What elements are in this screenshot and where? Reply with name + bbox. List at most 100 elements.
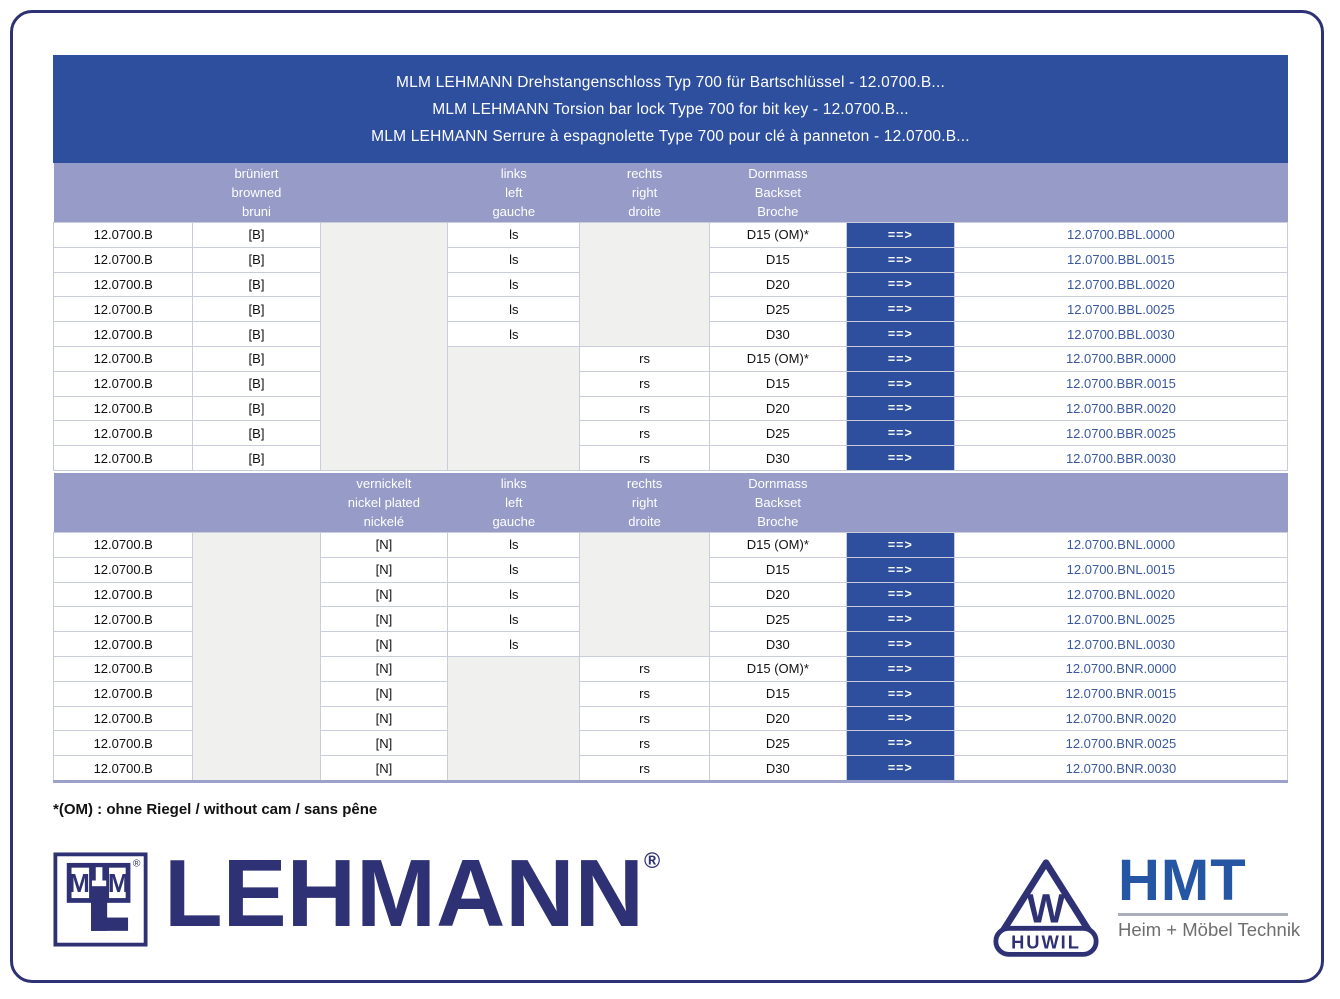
hmt-tagline: Heim + Möbel Technik bbox=[1118, 919, 1301, 940]
spacer-cell bbox=[579, 222, 710, 347]
huwil-logo-icon: W HUWIL bbox=[993, 859, 1099, 957]
result-code-cell: 12.0700.BNL.0025 bbox=[953, 606, 1289, 633]
result-code-cell: 12.0700.BNL.0000 bbox=[953, 531, 1289, 558]
links-column-header: links left gauche bbox=[447, 163, 580, 223]
backset-cell: D25 bbox=[708, 296, 847, 323]
arrow-cell: ==> bbox=[845, 222, 955, 248]
partner-logos: W HUWIL HMT Heim + Möbel Technik bbox=[988, 852, 1301, 964]
result-code-cell: 12.0700.BBR.0030 bbox=[953, 445, 1289, 471]
side-right-cell: rs bbox=[579, 755, 710, 782]
result-code-cell: 12.0700.BBL.0015 bbox=[953, 246, 1289, 273]
article-base-cell: 12.0700.B bbox=[52, 680, 194, 707]
column-header-row: vernickelt nickel plated nickelé links l… bbox=[53, 472, 1288, 533]
side-left-cell: ls bbox=[447, 581, 581, 608]
backset-column-header: Dornmass Backset Broche bbox=[709, 163, 847, 223]
result-code-cell: 12.0700.BNR.0030 bbox=[953, 755, 1289, 782]
backset-cell: D30 bbox=[708, 445, 847, 471]
side-left-cell: ls bbox=[447, 321, 581, 347]
article-base-cell: 12.0700.B bbox=[52, 705, 194, 732]
header-spacer bbox=[846, 472, 955, 533]
spacer-cell bbox=[447, 345, 581, 471]
header-spacer bbox=[192, 472, 321, 533]
article-base-cell: 12.0700.B bbox=[52, 345, 194, 372]
table-row: 12.0700.B [N] ls D20 ==> 12.0700.BNL.0020 bbox=[52, 581, 1289, 608]
side-right-cell: rs bbox=[579, 730, 710, 757]
table-row: 12.0700.B [B] rs D20 ==> 12.0700.BBR.0020 bbox=[52, 395, 1289, 422]
side-left-cell: ls bbox=[447, 222, 581, 248]
side-right-cell: rs bbox=[579, 345, 710, 372]
spacer-cell bbox=[579, 531, 710, 657]
result-code-cell: 12.0700.BBR.0025 bbox=[953, 420, 1289, 447]
arrow-cell: ==> bbox=[845, 606, 955, 633]
arrow-cell: ==> bbox=[845, 271, 955, 298]
result-code-cell: 12.0700.BBL.0000 bbox=[953, 222, 1289, 248]
side-right-cell: rs bbox=[579, 445, 710, 471]
header-spacer bbox=[954, 163, 1288, 223]
side-right-cell: rs bbox=[579, 680, 710, 707]
finish-cell: [B] bbox=[192, 271, 321, 298]
side-left-cell: ls bbox=[447, 271, 581, 298]
result-code-cell: 12.0700.BNR.0015 bbox=[953, 680, 1289, 707]
lehmann-logo: M M ® LEHMANN® bbox=[53, 846, 660, 947]
footnote: *(OM) : ohne Riegel / without cam / sans… bbox=[53, 800, 378, 818]
svg-text:W: W bbox=[1027, 886, 1066, 932]
title-banner: MLM LEHMANN Drehstangenschloss Typ 700 f… bbox=[53, 55, 1288, 163]
arrow-cell: ==> bbox=[845, 345, 955, 372]
hmt-wordmark: HMT bbox=[1118, 848, 1247, 913]
finish-cell: [N] bbox=[319, 680, 449, 707]
backset-cell: D15 (OM)* bbox=[708, 531, 847, 558]
table-row: 12.0700.B [N] rs D15 (OM)* ==> 12.0700.BNR.00… bbox=[52, 655, 1289, 782]
finish-cell: [N] bbox=[319, 655, 449, 682]
backset-cell: D15 (OM)* bbox=[708, 345, 847, 372]
backset-cell: D25 bbox=[708, 420, 847, 447]
backset-cell: D30 bbox=[708, 321, 847, 347]
table-row: 12.0700.B [N] ls D15 ==> 12.0700.BNL.0015 bbox=[52, 556, 1289, 583]
arrow-cell: ==> bbox=[845, 631, 955, 657]
header-spacer bbox=[53, 163, 193, 223]
side-right-cell: rs bbox=[579, 370, 710, 397]
datasheet: MLM LEHMANN Drehstangenschloss Typ 700 f… bbox=[52, 55, 1289, 818]
backset-cell: D15 bbox=[708, 556, 847, 583]
arrow-cell: ==> bbox=[845, 655, 955, 682]
svg-text:M: M bbox=[108, 870, 129, 898]
lehmann-wordmark: LEHMANN® bbox=[164, 840, 661, 947]
result-code-cell: 12.0700.BBR.0020 bbox=[953, 395, 1289, 422]
article-base-cell: 12.0700.B bbox=[52, 420, 194, 447]
arrow-cell: ==> bbox=[845, 321, 955, 347]
side-left-cell: ls bbox=[447, 556, 581, 583]
table-row: 12.0700.B [B] rs D25 ==> 12.0700.BBR.0025 bbox=[52, 420, 1289, 447]
finish-column-header: brüniert browned bruni bbox=[192, 163, 321, 223]
article-base-cell: 12.0700.B bbox=[52, 246, 194, 273]
side-left-cell: ls bbox=[447, 296, 581, 323]
header-spacer bbox=[53, 472, 193, 533]
svg-text:M: M bbox=[68, 870, 89, 898]
table-row: 12.0700.B [N] rs D30 ==> 12.0700.BNR.0030 bbox=[52, 755, 1289, 782]
article-base-cell: 12.0700.B bbox=[52, 271, 194, 298]
result-code-cell: 12.0700.BNR.0020 bbox=[953, 705, 1289, 732]
backset-cell: D25 bbox=[708, 730, 847, 757]
side-left-cell: ls bbox=[447, 606, 581, 633]
finish-cell: [B] bbox=[192, 395, 321, 422]
arrow-cell: ==> bbox=[845, 581, 955, 608]
logo-row: M M ® LEHMANN® W HUWIL HMT Heim + Möbel … bbox=[53, 846, 1301, 964]
article-base-cell: 12.0700.B bbox=[52, 321, 194, 347]
table-row: 12.0700.B [N] rs D20 ==> 12.0700.BNR.0020 bbox=[52, 705, 1289, 732]
article-base-cell: 12.0700.B bbox=[52, 370, 194, 397]
finish-cell: [B] bbox=[192, 345, 321, 372]
finish-cell: [N] bbox=[319, 581, 449, 608]
finish-cell: [B] bbox=[192, 321, 321, 347]
finish-cell: [N] bbox=[319, 705, 449, 732]
arrow-cell: ==> bbox=[845, 420, 955, 447]
finish-cell: [N] bbox=[319, 631, 449, 657]
finish-cell: [B] bbox=[192, 370, 321, 397]
spacer-cell bbox=[447, 655, 581, 782]
svg-text:®: ® bbox=[133, 858, 141, 869]
product-table-nickel-plated: vernickelt nickel plated nickelé links l… bbox=[52, 472, 1289, 783]
table-row: 12.0700.B [N] ls D15 (OM)* ==> 12.0700.BNL.00… bbox=[52, 531, 1289, 782]
finish-cell: [B] bbox=[192, 445, 321, 471]
article-base-cell: 12.0700.B bbox=[52, 556, 194, 583]
article-base-cell: 12.0700.B bbox=[52, 531, 194, 558]
arrow-cell: ==> bbox=[845, 370, 955, 397]
article-base-cell: 12.0700.B bbox=[52, 222, 194, 248]
side-right-cell: rs bbox=[579, 655, 710, 682]
